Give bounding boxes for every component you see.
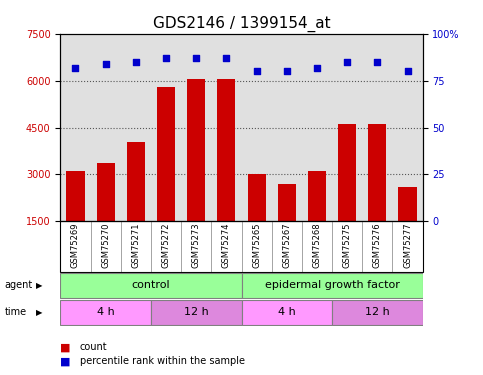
Text: GSM75268: GSM75268 xyxy=(313,223,322,268)
Bar xyxy=(217,79,236,221)
Bar xyxy=(242,273,423,297)
Text: GSM75269: GSM75269 xyxy=(71,223,80,268)
Point xyxy=(192,55,200,61)
Point xyxy=(223,55,230,61)
Text: time: time xyxy=(5,308,27,317)
Point xyxy=(102,61,110,67)
Bar xyxy=(151,300,242,324)
Text: control: control xyxy=(132,280,170,290)
Text: percentile rank within the sample: percentile rank within the sample xyxy=(80,357,245,366)
Bar xyxy=(332,300,423,324)
Text: 4 h: 4 h xyxy=(278,307,296,317)
Text: GSM75271: GSM75271 xyxy=(131,223,141,268)
Text: GSM75267: GSM75267 xyxy=(282,223,291,268)
Text: GSM75265: GSM75265 xyxy=(252,223,261,268)
Point xyxy=(313,64,321,70)
Point xyxy=(404,68,412,74)
Bar xyxy=(157,87,175,221)
Bar xyxy=(187,79,205,221)
Text: GSM75276: GSM75276 xyxy=(373,223,382,268)
Bar xyxy=(60,300,151,324)
Text: GSM75274: GSM75274 xyxy=(222,223,231,268)
Point xyxy=(343,59,351,65)
Bar xyxy=(127,142,145,221)
Bar xyxy=(248,174,266,221)
Bar xyxy=(368,124,386,221)
Text: ▶: ▶ xyxy=(36,281,43,290)
Text: count: count xyxy=(80,342,107,352)
Point xyxy=(132,59,140,65)
Text: 12 h: 12 h xyxy=(184,307,209,317)
Bar xyxy=(67,171,85,221)
Text: agent: agent xyxy=(5,280,33,290)
Text: GSM75272: GSM75272 xyxy=(161,223,170,268)
Text: GSM75270: GSM75270 xyxy=(101,223,110,268)
Bar xyxy=(97,164,115,221)
Point xyxy=(253,68,260,74)
Text: GSM75275: GSM75275 xyxy=(342,223,352,268)
Point xyxy=(373,59,381,65)
Point xyxy=(162,55,170,61)
Title: GDS2146 / 1399154_at: GDS2146 / 1399154_at xyxy=(153,16,330,32)
Text: ■: ■ xyxy=(60,342,71,352)
Bar xyxy=(278,184,296,221)
Text: GSM75273: GSM75273 xyxy=(192,223,201,268)
Text: epidermal growth factor: epidermal growth factor xyxy=(265,280,399,290)
Bar xyxy=(60,273,242,297)
Text: 12 h: 12 h xyxy=(365,307,390,317)
Bar xyxy=(242,300,332,324)
Bar xyxy=(308,171,326,221)
Text: GSM75277: GSM75277 xyxy=(403,223,412,268)
Bar xyxy=(398,187,416,221)
Point xyxy=(71,64,79,70)
Text: ■: ■ xyxy=(60,357,71,366)
Point xyxy=(283,68,291,74)
Bar xyxy=(338,124,356,221)
Text: 4 h: 4 h xyxy=(97,307,114,317)
Text: ▶: ▶ xyxy=(36,308,43,317)
